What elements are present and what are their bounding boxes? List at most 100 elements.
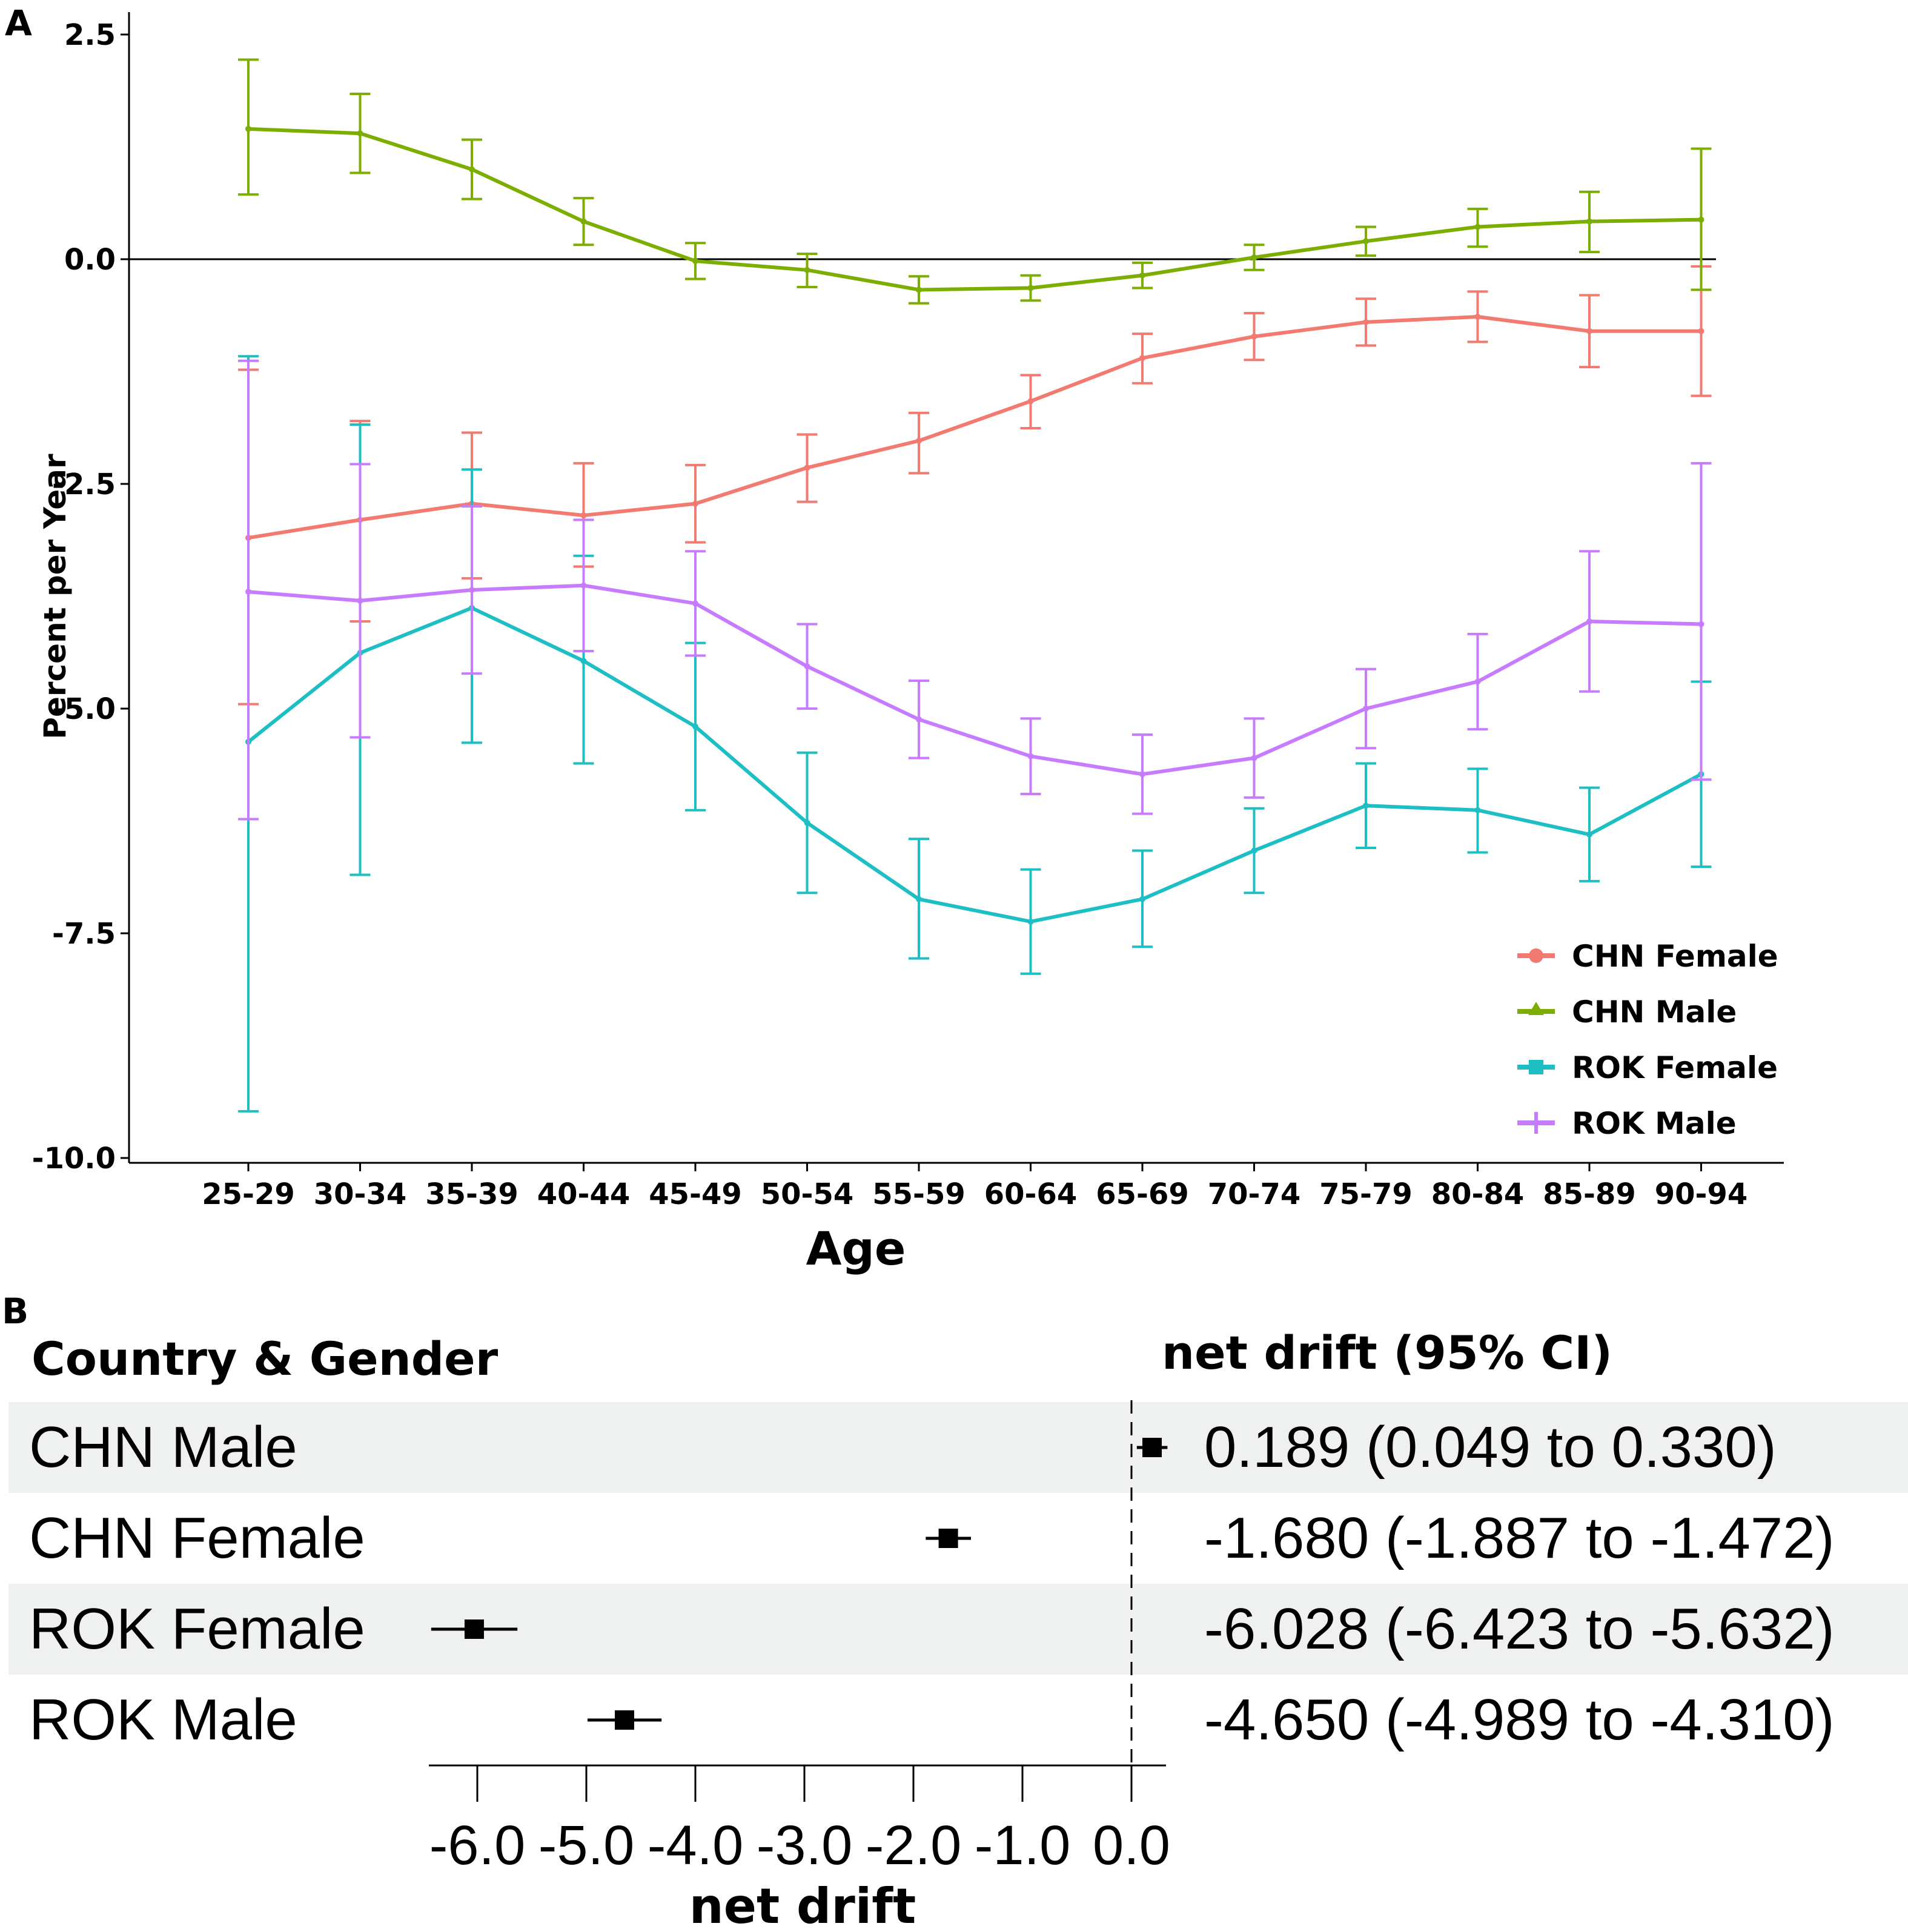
- data-point: [916, 716, 922, 723]
- x-tick-label: 65-69: [1096, 1177, 1189, 1211]
- data-point: [1474, 678, 1481, 685]
- data-point: [1698, 328, 1704, 334]
- data-point: [1251, 755, 1257, 761]
- panel-a-legend: CHN Female CHN Male ROK Female ROK Male: [1517, 939, 1778, 1141]
- legend-marker-square: [1529, 1060, 1543, 1074]
- data-point: [1363, 319, 1369, 325]
- data-point: [1586, 218, 1592, 225]
- x-tick-label: 60-64: [984, 1177, 1078, 1211]
- forest-x-tick-label: -3.0: [757, 1815, 853, 1876]
- forest-col-header-right: net drift (95% CI): [1162, 1326, 1612, 1380]
- data-point: [1139, 355, 1145, 362]
- legend-label: ROK Female: [1572, 1050, 1778, 1085]
- data-point: [1474, 313, 1481, 320]
- row-stripe: [8, 1584, 1908, 1675]
- data-point: [804, 663, 810, 670]
- data-point: [1586, 831, 1592, 838]
- data-point: [1027, 285, 1034, 291]
- row-label: ROK Male: [29, 1687, 297, 1752]
- data-point: [804, 465, 810, 471]
- x-tick-label: 55-59: [872, 1177, 966, 1211]
- data-point: [1139, 896, 1145, 902]
- data-point: [1139, 272, 1145, 279]
- series-line: [247, 606, 1702, 924]
- data-point: [357, 130, 363, 137]
- data-point: [580, 218, 587, 225]
- forest-row: CHN Male 0.189 (0.049 to 0.330): [29, 1415, 1777, 1480]
- data-point: [1139, 771, 1145, 778]
- forest-x-tick-label: -6.0: [429, 1815, 526, 1876]
- data-point: [357, 597, 363, 604]
- x-tick-label: 85-89: [1543, 1177, 1636, 1211]
- row-stripe: [8, 1402, 1908, 1493]
- row-estimate-text: -1.680 (-1.887 to -1.472): [1204, 1506, 1835, 1570]
- data-point: [692, 257, 698, 264]
- data-point: [1027, 753, 1034, 759]
- forest-x-tick-label: -5.0: [538, 1815, 635, 1876]
- legend-marker-triangle: [1528, 1002, 1544, 1015]
- data-point: [1474, 807, 1481, 813]
- data-point: [469, 166, 475, 173]
- data-point: [580, 512, 587, 518]
- x-tick-label: 80-84: [1431, 1177, 1525, 1211]
- forest-x-tick-label: -4.0: [648, 1815, 744, 1876]
- forest-x-tick-label: -1.0: [975, 1815, 1071, 1876]
- x-tick-label: 30-34: [314, 1177, 407, 1211]
- panel-a-line-chart: 2.5 0.0 -2.5 -5.0 -7.5 -10.0 25-29 30-34 35-39 40…: [32, 12, 1784, 1275]
- legend-label: CHN Female: [1572, 939, 1778, 974]
- data-point: [469, 587, 475, 594]
- data-point: [1363, 238, 1369, 245]
- series-chn-male: [238, 58, 1712, 305]
- x-tick-label: 35-39: [425, 1177, 518, 1211]
- data-point: [916, 437, 922, 444]
- series-rok-female: [238, 355, 1712, 1113]
- data-point: [1363, 802, 1369, 809]
- point-estimate: [1142, 1438, 1162, 1457]
- data-point: [1027, 398, 1034, 405]
- series-chn-female: [238, 265, 1712, 706]
- data-point: [1363, 706, 1369, 712]
- x-tick-label: 90-94: [1655, 1177, 1748, 1211]
- x-axis-title: Age: [806, 1222, 906, 1275]
- forest-row: ROK Male -4.650 (-4.989 to -4.310): [29, 1687, 1835, 1752]
- data-point: [1251, 333, 1257, 340]
- row-estimate-text: -6.028 (-6.423 to -5.632): [1204, 1596, 1835, 1661]
- data-point: [692, 500, 698, 507]
- data-point: [245, 589, 251, 595]
- row-label: CHN Male: [29, 1415, 297, 1480]
- series-rok-male: [238, 359, 1712, 821]
- data-point: [916, 896, 922, 902]
- x-tick-label: 70-74: [1208, 1177, 1301, 1211]
- legend-marker-circle: [1529, 948, 1543, 963]
- legend-label: CHN Male: [1572, 994, 1737, 1030]
- panel-b-label: B: [2, 1291, 28, 1332]
- legend-label: ROK Male: [1572, 1106, 1737, 1141]
- data-point: [1586, 328, 1592, 334]
- forest-row: ROK Female -6.028 (-6.423 to -5.632): [29, 1596, 1835, 1661]
- data-point: [804, 266, 810, 273]
- data-point: [580, 658, 587, 664]
- y-axis-title: Percent per Year: [38, 454, 73, 739]
- x-tick-label: 25-29: [202, 1177, 295, 1211]
- data-point: [804, 819, 810, 826]
- forest-x-tick-label: 0.0: [1093, 1815, 1170, 1876]
- data-point: [1698, 216, 1704, 223]
- data-point: [1698, 621, 1704, 627]
- y-tick-label: -7.5: [52, 917, 116, 951]
- data-point: [245, 125, 251, 132]
- y-tick-label: -2.5: [52, 468, 116, 501]
- forest-row: CHN Female -1.680 (-1.887 to -1.472): [29, 1506, 1835, 1570]
- data-point: [692, 600, 698, 607]
- series-line: [248, 583, 1701, 776]
- data-point: [1474, 223, 1481, 230]
- panel-b-forest-plot: CHN Male 0.189 (0.049 to 0.330) CHN Female…: [8, 1400, 1908, 1932]
- data-point: [1586, 618, 1592, 625]
- forest-x-axis-title: net drift: [689, 1878, 916, 1932]
- data-point: [692, 723, 698, 730]
- point-estimate: [615, 1710, 634, 1730]
- series-line: [248, 127, 1701, 292]
- x-tick-label: 45-49: [649, 1177, 742, 1211]
- y-tick-label: 2.5: [64, 18, 116, 52]
- y-tick-label: -10.0: [32, 1142, 116, 1176]
